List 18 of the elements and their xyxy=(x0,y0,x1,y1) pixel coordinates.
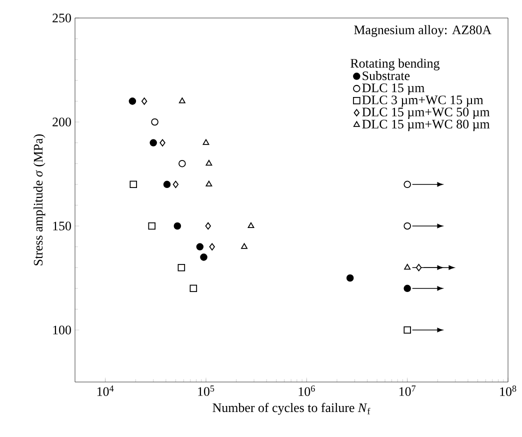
legend-label: DLC 15 µm+WC 80 µm xyxy=(362,120,490,132)
legend-label: DLC 3 µm+WC 15 µm xyxy=(362,96,484,107)
x-tick-label: 10$^{4}$ xyxy=(97,386,114,396)
legend-title: Rotating bending xyxy=(350,58,440,70)
annotation: Magnesium alloy: AZ80A xyxy=(354,25,492,37)
y-tick-label: 150 xyxy=(53,222,71,230)
y-axis-title: Stress amplitude σ (MPa) xyxy=(33,134,46,266)
x-tick-label: 10$^{8}$ xyxy=(500,386,516,396)
y-tick-label: 200 xyxy=(52,118,71,126)
legend-label: DLC 15 µm xyxy=(362,84,425,95)
legend-label: DLC 15 µm+WC 50 µm xyxy=(362,108,490,120)
y-tick-label: 250 xyxy=(52,14,71,22)
x-tick-label: 10$^{5}$ xyxy=(198,386,214,396)
x-tick-label: 10$^{7}$ xyxy=(399,386,416,396)
x-tick-label: 10$^{6}$ xyxy=(298,386,315,396)
y-tick-label: 100 xyxy=(53,326,71,334)
legend-label: Substrate xyxy=(362,71,410,80)
x-axis-title: Number of cycles to failure N$_{f}$ xyxy=(212,402,370,415)
